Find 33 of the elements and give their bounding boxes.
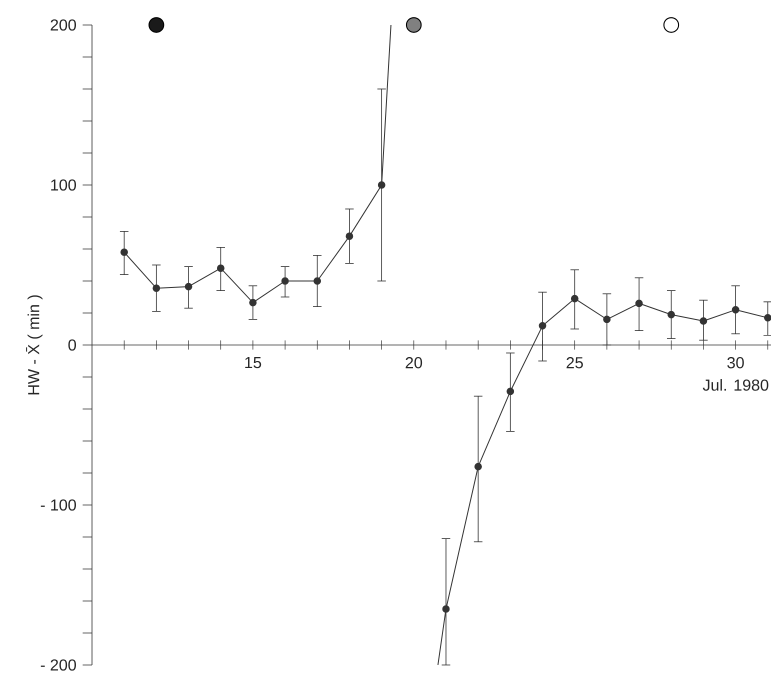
- point: [406, 17, 422, 33]
- y-tick-label: - 200: [40, 659, 76, 671]
- y-axis-title: HW - X̄ ( min ): [26, 295, 42, 394]
- x-tick-label: 20: [406, 357, 422, 368]
- x-axis-title: Jul. 1980: [702, 379, 768, 391]
- point: [635, 300, 643, 308]
- point: [663, 17, 680, 33]
- point: [474, 462, 482, 470]
- x-tick-label: 15: [245, 357, 262, 368]
- point: [120, 248, 128, 256]
- point: [538, 322, 546, 330]
- point: [570, 294, 578, 302]
- point: [249, 298, 257, 306]
- point: [378, 181, 386, 189]
- y-tick-label: 0: [68, 339, 76, 351]
- y-tick-label: - 100: [40, 499, 76, 511]
- point: [152, 284, 160, 292]
- y-tick-label: 200: [50, 19, 76, 31]
- y-tick-label: 100: [51, 179, 76, 191]
- x-tick-label: 25: [566, 357, 583, 368]
- point: [442, 605, 450, 613]
- point: [216, 264, 224, 272]
- point: [281, 277, 289, 285]
- point: [184, 282, 192, 290]
- x-tick-label: 30: [727, 357, 744, 368]
- point: [148, 17, 164, 33]
- point: [700, 317, 708, 325]
- point: [314, 277, 321, 285]
- point: [346, 232, 354, 240]
- point: [732, 306, 740, 314]
- point: [603, 316, 611, 324]
- point: [506, 388, 514, 396]
- point: [668, 310, 675, 318]
